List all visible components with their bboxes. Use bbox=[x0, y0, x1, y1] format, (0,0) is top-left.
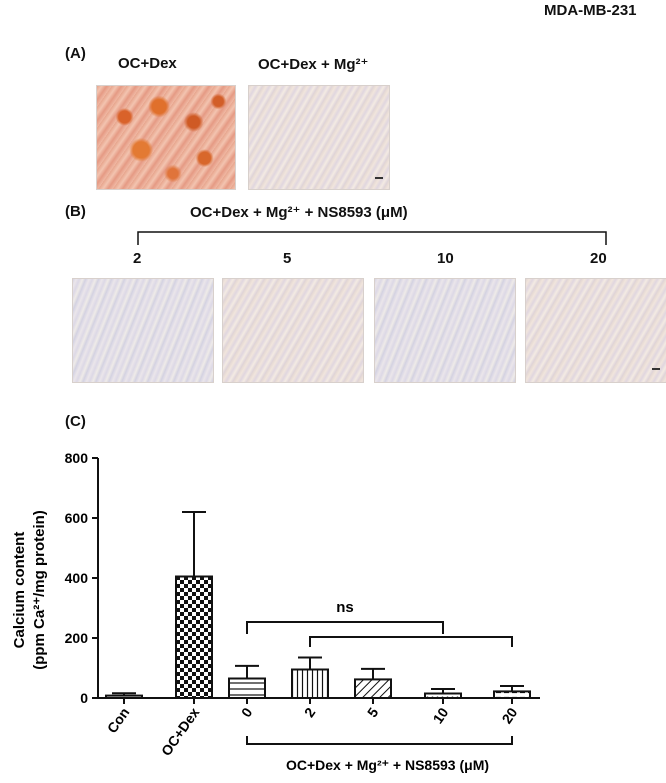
group-bracket bbox=[246, 736, 513, 745]
micrograph-oc-dex-mg bbox=[248, 85, 390, 190]
significance-bracket bbox=[309, 636, 513, 647]
bar-20 bbox=[493, 690, 531, 699]
micrograph-oc-dex bbox=[96, 85, 236, 190]
bar-10 bbox=[424, 692, 462, 699]
micrograph-ns-10 bbox=[374, 278, 516, 383]
x-tick-label: 20 bbox=[498, 704, 520, 726]
bar-Con bbox=[105, 694, 143, 700]
bar-OC+Dex bbox=[175, 575, 213, 699]
conc-label-2: 2 bbox=[133, 250, 142, 267]
calcium-bar-chart: Calcium content (ppm Ca²⁺/mg protein) 020… bbox=[11, 450, 540, 773]
conc-label-5: 5 bbox=[283, 250, 292, 267]
y-axis-label: Calcium content bbox=[11, 532, 28, 649]
conc-label-20: 20 bbox=[590, 250, 607, 267]
significance-bracket bbox=[246, 621, 444, 634]
scale-bar bbox=[375, 177, 383, 179]
x-tick-label: 0 bbox=[238, 704, 256, 720]
x-tick-label: OC+Dex bbox=[158, 704, 203, 758]
panel-a-label: (A) bbox=[65, 45, 86, 62]
panel-b-label: (B) bbox=[65, 203, 86, 220]
bar-5 bbox=[354, 678, 392, 699]
scale-bar bbox=[652, 368, 660, 370]
bar-2 bbox=[291, 668, 329, 699]
x-tick-label: 2 bbox=[301, 704, 319, 720]
y-tick-label: 400 bbox=[65, 570, 89, 586]
y-tick-label: 600 bbox=[65, 510, 89, 526]
micrograph-ns-5 bbox=[222, 278, 364, 383]
y-axis-label-units: (ppm Ca²⁺/mg protein) bbox=[31, 510, 48, 670]
micrograph-ns-2 bbox=[72, 278, 214, 383]
x-tick-label: 10 bbox=[429, 704, 451, 726]
x-tick-label: 5 bbox=[364, 704, 382, 720]
cell-line-label: MDA-MB-231 bbox=[544, 2, 637, 19]
panel-a-caption-2: OC+Dex + Mg²⁺ bbox=[258, 56, 369, 73]
conc-label-10: 10 bbox=[437, 250, 454, 267]
y-tick-label: 0 bbox=[80, 690, 88, 706]
y-tick-label: 800 bbox=[65, 450, 89, 466]
bar-0 bbox=[228, 677, 266, 699]
significance-label: ns bbox=[336, 599, 354, 616]
panel-c-label: (C) bbox=[65, 413, 86, 430]
x-tick-label: Con bbox=[104, 705, 133, 736]
panel-a-caption-1: OC+Dex bbox=[118, 55, 177, 72]
panel-b-bracket bbox=[137, 231, 607, 245]
panel-b-treatment-label: OC+Dex + Mg²⁺ + NS8593 (μM) bbox=[190, 204, 408, 221]
group-label: OC+Dex + Mg²⁺ + NS8593 (μM) bbox=[286, 757, 489, 773]
y-tick-label: 200 bbox=[65, 630, 89, 646]
micrograph-ns-20 bbox=[525, 278, 666, 383]
